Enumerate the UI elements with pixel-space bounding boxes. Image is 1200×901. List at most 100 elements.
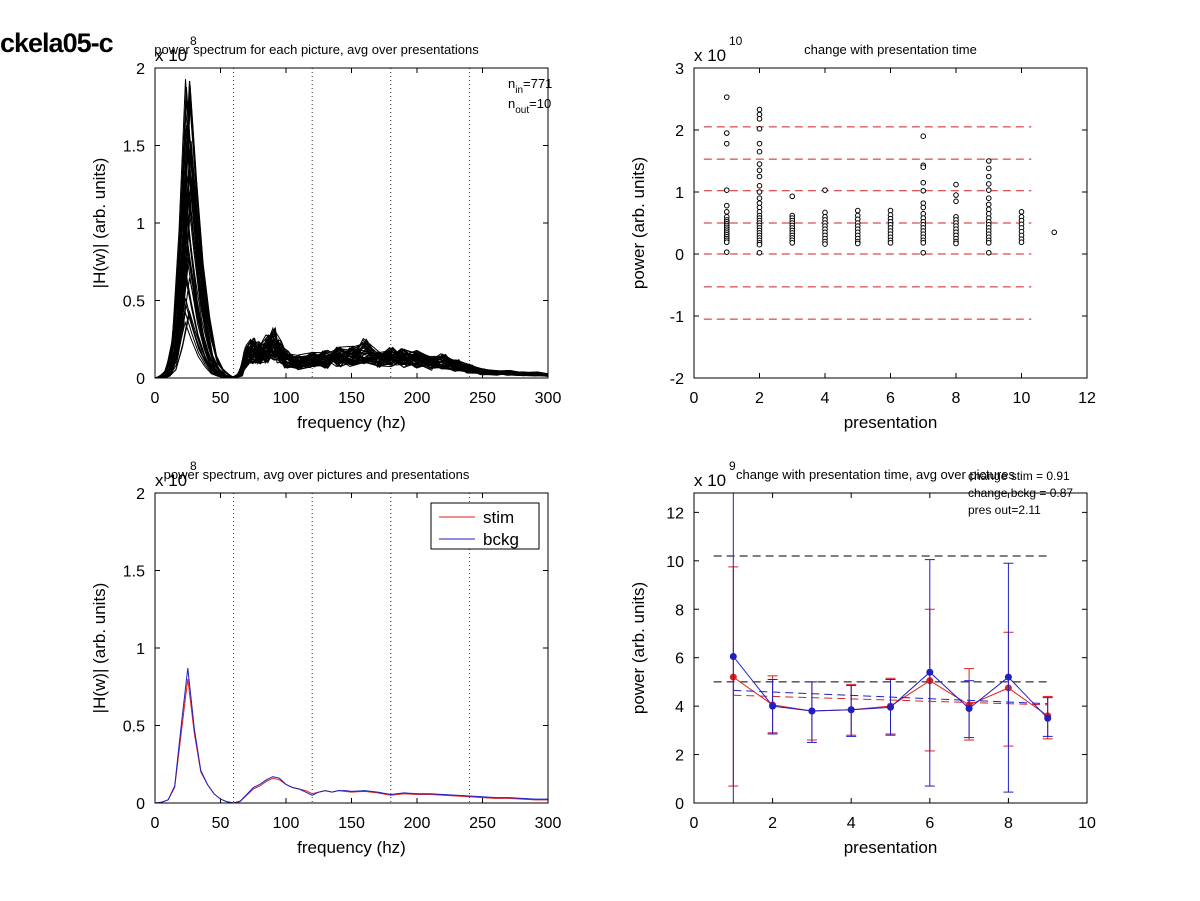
chart-title: change with presentation time — [804, 42, 977, 57]
x-axis-label: frequency (hz) — [297, 838, 406, 857]
chart-title: power spectrum, avg over pictures and pr… — [164, 467, 470, 482]
spectrum-line — [155, 128, 548, 378]
spectrum-line — [156, 80, 548, 378]
data-point — [985, 181, 992, 187]
data-point — [953, 198, 959, 205]
spectrum-line — [156, 99, 547, 378]
data-point-bckg — [769, 702, 777, 710]
y-tick-label: 2 — [136, 486, 145, 503]
y-tick-label: 1 — [136, 641, 145, 658]
spectrum-line — [158, 147, 548, 378]
y-tick-label: 0 — [675, 796, 684, 813]
legend-box — [430, 502, 540, 550]
data-point — [756, 167, 763, 174]
plot-area — [713, 493, 1053, 803]
spectrum-line — [157, 140, 548, 378]
data-point — [723, 130, 730, 136]
data-point — [723, 94, 730, 100]
data-point — [985, 173, 992, 180]
data-point — [723, 187, 730, 193]
x-tick-label: 100 — [273, 815, 300, 832]
y-axis-label: power (arb. units) — [629, 582, 648, 714]
data-point — [920, 164, 927, 170]
data-point — [756, 173, 763, 180]
data-point — [723, 249, 730, 255]
x-tick-label: 10 — [1013, 390, 1031, 407]
y-tick-label: 8 — [675, 602, 684, 619]
x-tick-label: 8 — [1004, 815, 1013, 832]
x-tick-label: 6 — [925, 815, 934, 832]
legend-label-bckg: bckg — [483, 530, 519, 549]
scale-multiplier: x 10 — [155, 471, 187, 490]
annotation-in: nin=771 — [508, 76, 552, 96]
x-tick-label: 6 — [886, 390, 895, 407]
data-point — [1018, 239, 1025, 246]
y-tick-label: 4 — [675, 699, 684, 716]
x-tick-label: 0 — [151, 815, 160, 832]
y-tick-label: 1 — [136, 216, 145, 233]
spectrum-line — [155, 109, 548, 378]
axes-frame — [154, 67, 549, 379]
data-point-bckg — [965, 705, 973, 713]
data-point — [1051, 229, 1058, 236]
spectra-lines — [155, 79, 548, 378]
y-tick-label: 0 — [675, 247, 684, 264]
scale-multiplier: x 10 — [694, 471, 726, 490]
axes-br: 0 2 4 6 8 10 0 2 4 6 8 10 12 presentation power (arb. … — [629, 459, 1096, 857]
data-point — [854, 240, 861, 247]
axes-frame — [154, 492, 549, 804]
y-tick-label: 2 — [136, 61, 145, 78]
spectrum-line — [158, 155, 548, 378]
data-point — [920, 133, 927, 139]
x-tick-label: 0 — [690, 815, 699, 832]
spectrum-line — [157, 96, 547, 378]
scale-multiplier: x 10 — [694, 46, 726, 65]
data-point — [756, 148, 763, 155]
y-axis-label: |H(w)| (arb. units) — [90, 158, 109, 289]
data-point-bckg — [926, 668, 934, 676]
data-point-bckg — [887, 703, 894, 711]
spectrum-line — [156, 314, 548, 378]
y-tick-label: 10 — [666, 554, 684, 571]
data-point — [756, 161, 763, 167]
x-tick-label: 100 — [273, 390, 300, 407]
data-point — [789, 240, 796, 246]
data-point — [756, 183, 763, 189]
data-point — [953, 181, 959, 188]
stats-line: change stim = 0.91 — [968, 469, 1070, 483]
scale-multiplier: x 10 — [155, 46, 187, 65]
x-tick-label: 50 — [212, 815, 230, 832]
axes-bl: 0 50 100 150 200 250 300 0 0.5 1 1.5 2 frequency (hz… — [90, 459, 561, 857]
data-point — [985, 195, 992, 201]
spectrum-line — [155, 88, 548, 378]
x-tick-label: 2 — [755, 390, 764, 407]
data-point — [756, 241, 763, 248]
data-point — [723, 239, 730, 246]
axes-frame — [693, 492, 1088, 804]
data-point — [822, 187, 828, 193]
data-point — [756, 249, 763, 256]
scale-exponent: 9 — [729, 459, 736, 473]
data-point — [756, 189, 763, 195]
data-point-bckg — [808, 707, 816, 715]
chart-title: change with presentation time, avg over … — [736, 467, 1015, 482]
x-tick-label: 300 — [535, 815, 562, 832]
x-tick-label: 2 — [768, 815, 777, 832]
data-point-bckg — [729, 652, 737, 660]
data-point — [789, 193, 796, 200]
x-tick-label: 150 — [338, 815, 365, 832]
data-point-bckg — [847, 706, 855, 714]
x-tick-label: 0 — [690, 390, 699, 407]
y-tick-label: -1 — [670, 309, 684, 326]
spectrum-line — [158, 141, 548, 378]
data-point — [985, 249, 992, 256]
y-axis-label: |H(w)| (arb. units) — [90, 583, 109, 714]
axes-tl: 0 50 100 150 200 250 300 0 0.5 1 1.5 2 frequency (hz… — [90, 34, 561, 432]
data-point — [920, 204, 927, 211]
data-point — [756, 116, 763, 122]
x-tick-label: 4 — [821, 390, 830, 407]
y-tick-label: 0.5 — [123, 719, 145, 736]
x-axis-label: presentation — [844, 838, 938, 857]
data-point — [920, 240, 927, 246]
data-point — [756, 195, 763, 201]
